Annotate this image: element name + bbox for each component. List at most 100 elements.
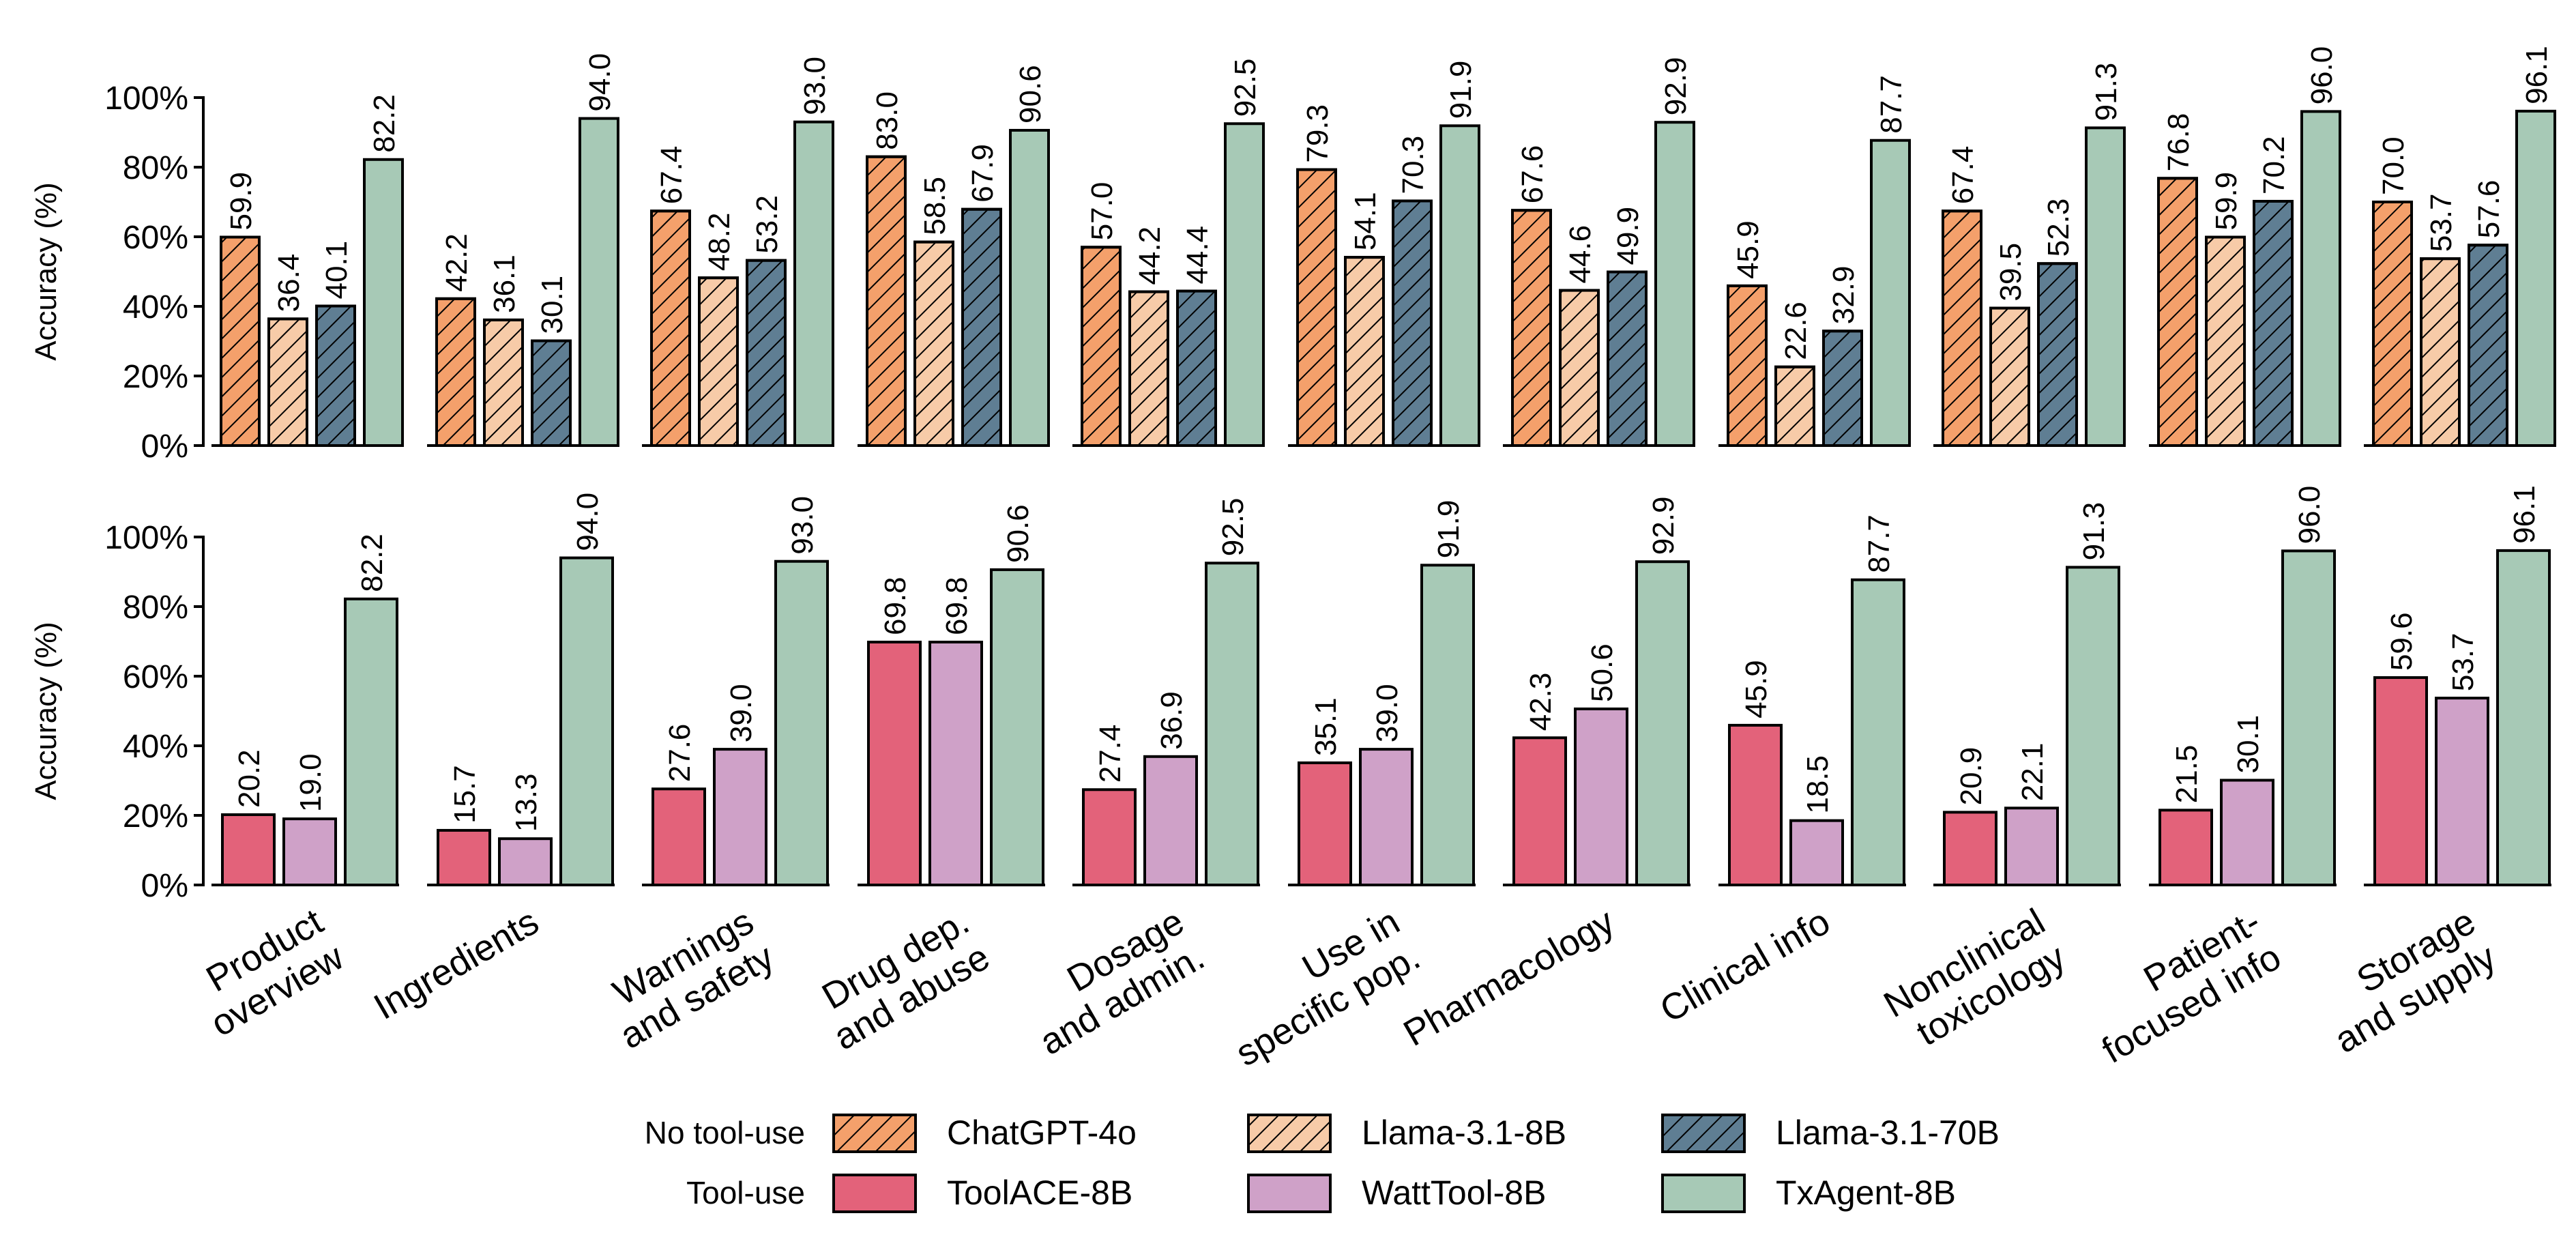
- y-tick-label: 100%: [104, 81, 188, 117]
- y-tick-label: 80%: [123, 150, 188, 186]
- bar-llama-3-1-70b-use-in-specific-pop-hatch: [1392, 199, 1433, 447]
- value-label: 59.6: [2385, 612, 2418, 671]
- value-label: 27.4: [1094, 725, 1127, 783]
- bar-toolace-8b-pharmacology: [1512, 736, 1567, 887]
- bar-llama-3-1-70b-ingredients-hatch: [531, 339, 572, 447]
- value-label: 91.9: [1432, 500, 1465, 559]
- value-label: 36.1: [488, 255, 521, 313]
- y-tick-label: 80%: [123, 590, 188, 626]
- value-label: 94.0: [583, 53, 617, 112]
- category-label-product-overview: Productoverview: [184, 901, 351, 1045]
- value-label: 53.2: [750, 195, 784, 254]
- value-label: 94.0: [571, 493, 604, 551]
- legend-label: WattTool-8B: [1362, 1174, 1546, 1212]
- bar-watttool-8b-warnings-and-safety: [713, 748, 767, 886]
- value-label: 70.2: [2257, 136, 2291, 194]
- group-ingredients: 42.2 36.1 30.1 94.0: [427, 53, 619, 448]
- legend-label: Llama-3.1-8B: [1362, 1114, 1566, 1152]
- value-label: 32.9: [1827, 266, 1860, 325]
- legend-item-llama-3-1-70b: Llama-3.1-70B: [1661, 1114, 2000, 1153]
- value-label: 53.7: [2425, 193, 2458, 252]
- group-warnings-and-safety: 27.6 39.0 93.0: [642, 496, 830, 886]
- bar-txagent-8b-dosage-and-admin: [1205, 562, 1259, 886]
- value-label: 20.2: [233, 749, 266, 808]
- legend-swatch: [1661, 1174, 1746, 1213]
- bar-txagent-8b-use-in-specific-pop: [1420, 564, 1475, 886]
- bar-chatgpt-4o-pharmacology-hatch: [1511, 209, 1552, 447]
- value-label: 67.4: [1946, 146, 1980, 205]
- value-label: 90.6: [1014, 65, 1047, 124]
- value-label: 69.8: [879, 577, 912, 635]
- legend-item-llama-3-1-8b: Llama-3.1-8B: [1247, 1114, 1566, 1153]
- bar-llama-3-1-70b-product-overview-hatch: [315, 304, 356, 447]
- bar-txagent-8b-dosage-and-admin: [1224, 122, 1265, 447]
- value-label: 96.1: [2520, 46, 2553, 104]
- bar-llama-3-1-8b-nonclinical-toxicology-hatch: [1989, 306, 2030, 447]
- value-label: 70.0: [2377, 136, 2410, 195]
- bar-llama-3-1-70b-clinical-info-hatch: [1822, 330, 1863, 447]
- category-label-storage-and-supply: Storageand supply: [2307, 901, 2502, 1061]
- bar-toolace-8b-drug-dep-and-abuse: [867, 641, 922, 887]
- bar-txagent-8b-ingredients: [579, 117, 619, 447]
- value-label: 30.1: [2231, 715, 2265, 774]
- value-label: 58.5: [918, 177, 952, 235]
- value-label: 48.2: [703, 213, 736, 272]
- bar-chatgpt-4o-ingredients-hatch: [435, 297, 476, 447]
- bar-chatgpt-4o-drug-dep-and-abuse-hatch: [866, 155, 907, 447]
- category-label-warnings-and-safety: Warningsand safety: [593, 901, 781, 1057]
- bar-txagent-8b-drug-dep-and-abuse: [1009, 128, 1050, 447]
- bar-txagent-8b-storage-and-supply: [2496, 549, 2551, 886]
- y-tick-label: 100%: [104, 520, 188, 556]
- value-label: 59.9: [224, 172, 258, 231]
- value-label: 39.5: [1994, 243, 2028, 302]
- bar-llama-3-1-8b-patient-focused-info-hatch: [2205, 235, 2246, 447]
- bar-llama-3-1-8b-storage-and-supply-hatch: [2420, 257, 2461, 447]
- bar-llama-3-1-8b-drug-dep-and-abuse-hatch: [913, 240, 954, 447]
- value-label: 18.5: [1801, 755, 1834, 814]
- group-product-overview: 59.9 36.4 40.1 82.2: [211, 94, 404, 447]
- bar-txagent-8b-nonclinical-toxicology: [2066, 566, 2120, 886]
- legend-row-label: Tool-use: [686, 1175, 805, 1210]
- group-pharmacology: 67.6 44.6 49.9 92.9: [1503, 57, 1695, 448]
- bar-llama-3-1-8b-clinical-info-hatch: [1774, 365, 1815, 447]
- value-label: 82.2: [368, 94, 401, 153]
- legend-item-toolace-8b: ToolACE-8B: [832, 1174, 1132, 1213]
- bar-chatgpt-4o-storage-and-supply-hatch: [2372, 201, 2413, 447]
- value-label: 53.7: [2446, 633, 2480, 691]
- group-ingredients: 15.7 13.3 94.0: [427, 493, 615, 887]
- category-label-use-in-specific-pop: Use inspecific pop.: [1209, 901, 1427, 1074]
- bar-watttool-8b-use-in-specific-pop: [1359, 748, 1414, 886]
- bar-txagent-8b-clinical-info: [1870, 139, 1911, 447]
- bar-txagent-8b-storage-and-supply: [2515, 109, 2556, 447]
- bar-chatgpt-4o-use-in-specific-pop-hatch: [1296, 168, 1337, 447]
- bar-llama-3-1-70b-warnings-and-safety-hatch: [746, 259, 787, 447]
- value-label: 96.0: [2305, 46, 2339, 105]
- value-label: 22.6: [1779, 302, 1813, 360]
- value-label: 54.1: [1349, 192, 1382, 250]
- bar-llama-3-1-70b-storage-and-supply-hatch: [2468, 244, 2508, 447]
- value-label: 67.9: [966, 144, 999, 203]
- legend-swatch: [1247, 1174, 1332, 1213]
- bar-txagent-8b-drug-dep-and-abuse: [990, 568, 1044, 886]
- value-label: 67.4: [655, 146, 688, 205]
- value-label: 42.3: [1524, 673, 1557, 731]
- panel-bottom: 0% 20% 40% 60% 80% 100% Accuracy (%) 20.2 19.0 82…: [29, 485, 2551, 904]
- bar-watttool-8b-product-overview: [282, 817, 337, 886]
- value-label: 49.9: [1611, 207, 1645, 265]
- bar-txagent-8b-product-overview: [363, 158, 404, 447]
- value-label: 67.6: [1516, 145, 1549, 204]
- bar-chatgpt-4o-warnings-and-safety-hatch: [650, 209, 691, 447]
- bar-watttool-8b-storage-and-supply: [2435, 697, 2489, 886]
- bar-toolace-8b-ingredients: [437, 828, 491, 887]
- legend-item-txagent-8b: TxAgent-8B: [1661, 1174, 1956, 1213]
- bar-llama-3-1-70b-pharmacology-hatch: [1607, 270, 1648, 448]
- y-tick-label: 40%: [123, 289, 188, 325]
- value-label: 19.0: [294, 753, 327, 812]
- bar-llama-3-1-8b-product-overview-hatch: [267, 317, 308, 447]
- bar-toolace-8b-storage-and-supply: [2373, 676, 2428, 886]
- value-label: 39.0: [1371, 684, 1404, 742]
- panel-top: 0% 20% 40% 60% 80% 100% Accuracy (%) 59.9 36.4 40…: [29, 46, 2556, 465]
- value-label: 70.3: [1396, 136, 1430, 194]
- bar-toolace-8b-nonclinical-toxicology: [1943, 811, 1997, 887]
